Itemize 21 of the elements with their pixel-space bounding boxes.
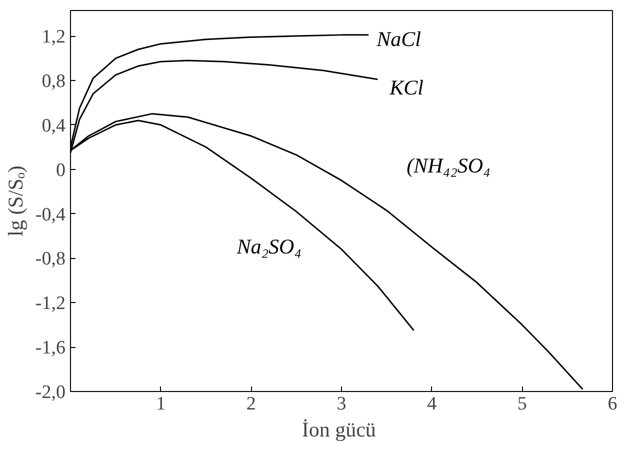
y-tick-label: 1,2 [42, 26, 66, 48]
x-tick-label: 1 [156, 394, 166, 414]
series-label: KCl [388, 75, 424, 100]
x-tick-label: 6 [608, 394, 618, 414]
x-tick-label: 2 [246, 394, 256, 414]
y-axis-title: lg (S/Sₒ) [3, 166, 28, 236]
x-tick-label: 4 [427, 394, 438, 414]
y-tick-label: -2,0 [35, 382, 66, 403]
x-tick-label: 5 [517, 394, 527, 414]
series-label: NaCl [376, 26, 422, 51]
y-tick-label: -1,6 [35, 338, 66, 359]
series-label: (NH₄₂SO₄ [406, 153, 490, 178]
series-label: Na₂SO₄ [236, 234, 302, 258]
y-tick-label: 0,4 [42, 115, 66, 136]
y-tick-label: 0 [56, 160, 66, 181]
x-axis-title: İon gücü [302, 418, 376, 442]
y-tick-label: -1,2 [35, 293, 66, 314]
y-tick-label: -0,8 [35, 248, 66, 270]
y-tick-label: -0,4 [35, 204, 66, 226]
x-tick-label: 3 [336, 394, 346, 414]
y-tick-label: 0,8 [42, 70, 66, 92]
